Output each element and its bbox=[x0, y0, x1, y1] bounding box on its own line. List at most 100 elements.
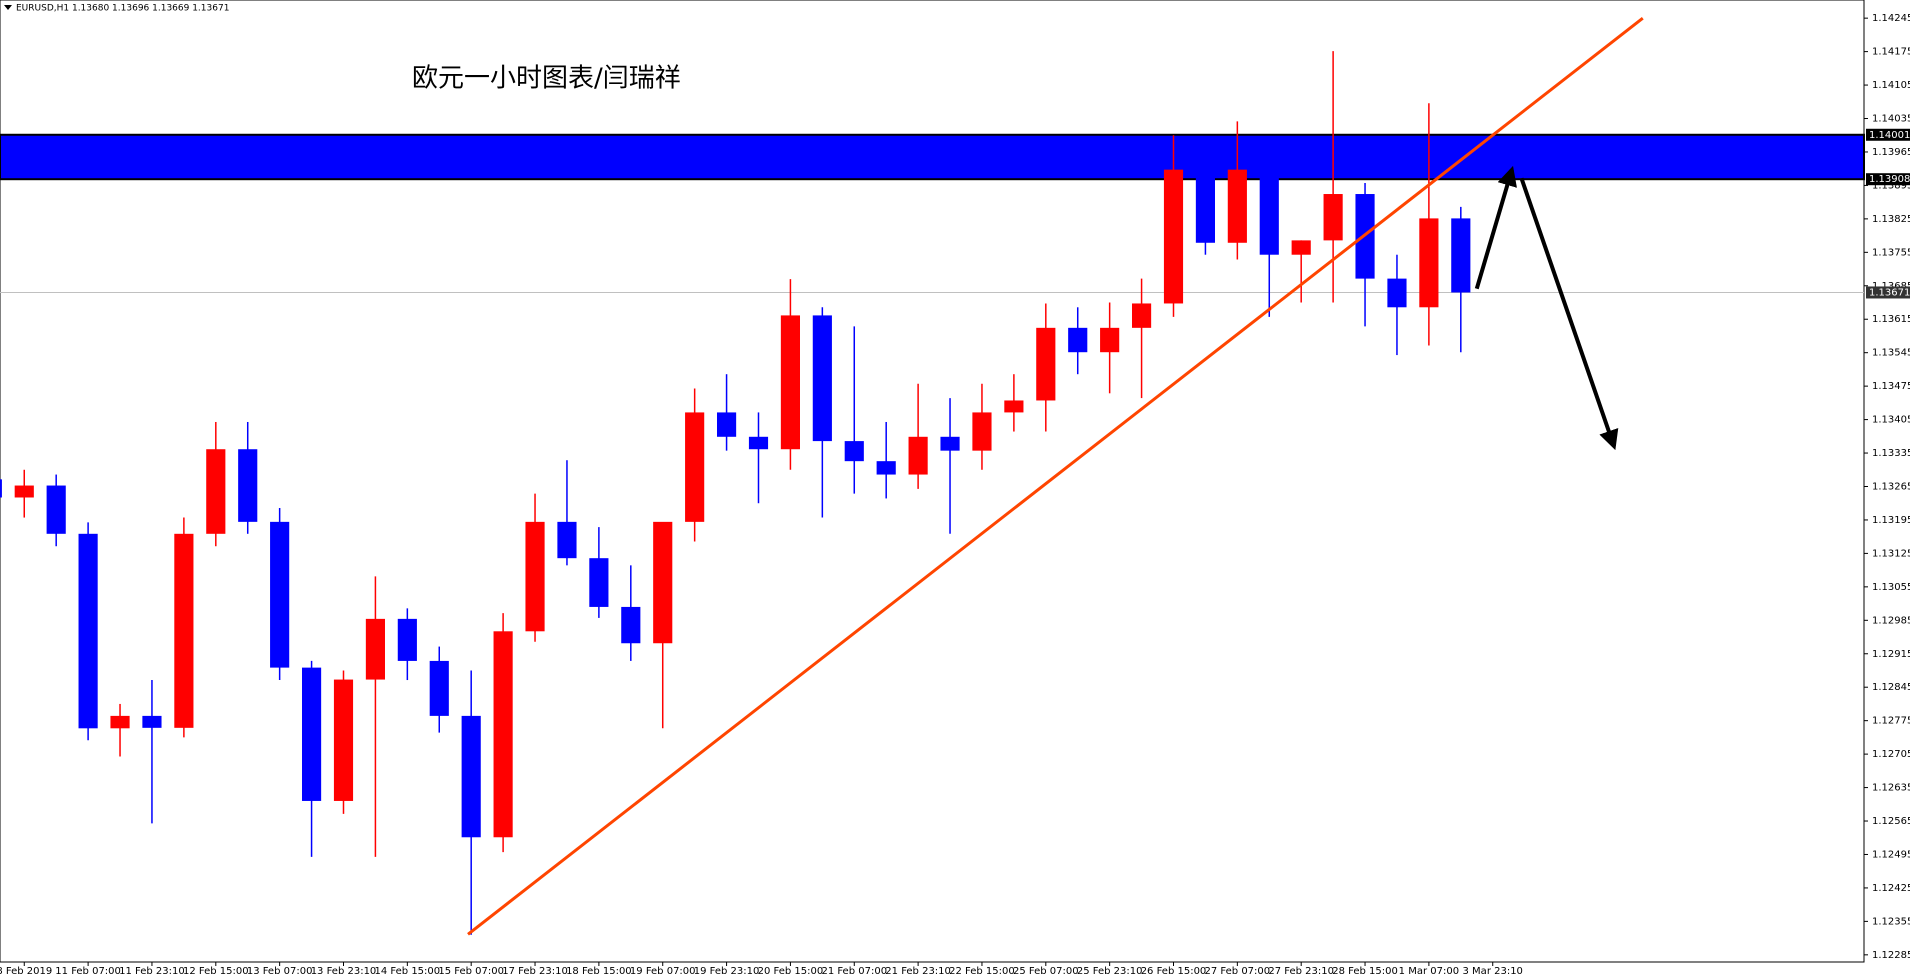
candle-body bbox=[206, 449, 226, 534]
candle-body bbox=[908, 436, 928, 475]
y-tick-label: 1.14105 bbox=[1872, 80, 1910, 91]
x-tick-label: 13 Feb 07:00 bbox=[247, 966, 313, 977]
y-tick-label: 1.14035 bbox=[1872, 114, 1910, 125]
x-tick-label: 3 Mar 23:10 bbox=[1463, 966, 1523, 977]
y-tick-label: 1.12425 bbox=[1872, 883, 1910, 894]
candle-body bbox=[1451, 218, 1471, 293]
x-tick-label: 13 Feb 23:10 bbox=[311, 966, 377, 977]
candle-body bbox=[301, 667, 322, 801]
y-tick-label: 1.13195 bbox=[1872, 515, 1910, 526]
y-tick-label: 1.13965 bbox=[1872, 147, 1910, 158]
x-tick-label: 8 Feb 2019 bbox=[0, 966, 52, 977]
y-tick-label: 1.14245 bbox=[1872, 13, 1910, 24]
x-tick-label: 11 Feb 07:00 bbox=[55, 966, 121, 977]
candle-body bbox=[238, 449, 258, 522]
candle-body bbox=[1163, 169, 1184, 304]
candle-body bbox=[653, 521, 673, 644]
y-tick-label: 1.13825 bbox=[1872, 214, 1910, 225]
candle-body bbox=[716, 412, 737, 437]
y-tick-label: 1.13405 bbox=[1872, 415, 1910, 426]
zone bbox=[0, 133, 1865, 181]
y-tick-label: 1.13265 bbox=[1872, 481, 1910, 492]
y-tick-label: 1.13685 bbox=[1872, 281, 1910, 292]
menu-icon bbox=[4, 5, 12, 10]
price-tag bbox=[1866, 286, 1910, 299]
candle-body bbox=[780, 315, 800, 450]
candle-body bbox=[333, 679, 354, 801]
y-tick-label: 1.13055 bbox=[1872, 582, 1910, 593]
candle-body bbox=[78, 533, 98, 729]
candle-body bbox=[621, 606, 641, 644]
y-tick-label: 1.13125 bbox=[1872, 548, 1910, 559]
x-tick-label: 14 Feb 15:00 bbox=[375, 966, 441, 977]
candle-body bbox=[812, 315, 832, 442]
candle-body bbox=[0, 479, 2, 498]
candle-body bbox=[429, 660, 449, 716]
candle-body bbox=[1387, 278, 1407, 308]
x-tick-label: 19 Feb 07:00 bbox=[630, 966, 696, 977]
x-tick-label: 18 Feb 15:00 bbox=[566, 966, 632, 977]
candle-body bbox=[1291, 240, 1311, 255]
candle-body bbox=[1068, 327, 1088, 353]
x-tick-label: 28 Feb 15:00 bbox=[1332, 966, 1398, 977]
y-tick-label: 1.13755 bbox=[1872, 247, 1910, 258]
x-tick-label: 27 Feb 07:00 bbox=[1205, 966, 1271, 977]
y-tick-label: 1.13335 bbox=[1872, 448, 1910, 459]
y-tick-label: 1.13895 bbox=[1872, 180, 1910, 191]
y-tick-label: 1.12565 bbox=[1872, 816, 1910, 827]
candle-body bbox=[1131, 303, 1152, 328]
candle-body bbox=[110, 715, 130, 729]
y-tick-label: 1.13545 bbox=[1872, 348, 1910, 359]
y-tick-label: 1.12845 bbox=[1872, 682, 1910, 693]
candle-body bbox=[365, 618, 385, 680]
x-tick-label: 22 Feb 15:00 bbox=[949, 966, 1015, 977]
candle-body bbox=[876, 461, 896, 475]
price-tag-label: 1.13671 bbox=[1869, 287, 1910, 298]
candle-body bbox=[46, 485, 66, 534]
candle-body bbox=[1100, 327, 1120, 353]
candle-body bbox=[174, 533, 194, 728]
price-tag bbox=[1866, 128, 1910, 141]
y-tick-label: 1.12355 bbox=[1872, 916, 1910, 927]
y-tick-label: 1.12985 bbox=[1872, 615, 1910, 626]
y-tick-label: 1.13475 bbox=[1872, 381, 1910, 392]
arrow bbox=[1519, 177, 1619, 451]
price-tag-label: 1.13908 bbox=[1869, 174, 1910, 185]
candle-body bbox=[525, 521, 545, 632]
x-tick-label: 17 Feb 23:10 bbox=[502, 966, 568, 977]
candle-body bbox=[557, 521, 577, 559]
x-tick-label: 19 Feb 23:10 bbox=[694, 966, 760, 977]
candle-body bbox=[685, 412, 705, 522]
trendline bbox=[467, 16, 1644, 936]
candle-body bbox=[589, 558, 609, 607]
x-tick-label: 25 Feb 07:00 bbox=[1013, 966, 1079, 977]
candle-body bbox=[1036, 327, 1056, 401]
x-tick-label: 11 Feb 23:10 bbox=[119, 966, 185, 977]
candle-body bbox=[493, 631, 513, 838]
symbol-header: EURUSD,H1 1.13680 1.13696 1.13669 1.1367… bbox=[16, 4, 229, 14]
x-tick-label: 21 Feb 23:10 bbox=[885, 966, 951, 977]
candle-body bbox=[1227, 169, 1247, 243]
x-tick-label: 21 Feb 07:00 bbox=[821, 966, 887, 977]
candle-body bbox=[1004, 400, 1024, 413]
x-tick-label: 25 Feb 23:10 bbox=[1077, 966, 1143, 977]
candle-body bbox=[972, 412, 992, 451]
y-tick-label: 1.12915 bbox=[1872, 649, 1910, 660]
arrow bbox=[1474, 165, 1517, 290]
price-tag-label: 1.14001 bbox=[1869, 130, 1910, 141]
candle-body bbox=[397, 618, 417, 661]
x-tick-label: 20 Feb 15:00 bbox=[758, 966, 824, 977]
y-tick-label: 1.12775 bbox=[1872, 716, 1910, 727]
y-tick-label: 1.12285 bbox=[1872, 950, 1910, 961]
candle-body bbox=[1195, 169, 1215, 243]
x-tick-label: 1 Mar 07:00 bbox=[1399, 966, 1459, 977]
y-tick-label: 1.14175 bbox=[1872, 47, 1910, 58]
candle-body bbox=[270, 521, 290, 668]
x-tick-label: 27 Feb 23:10 bbox=[1268, 966, 1334, 977]
y-tick-label: 1.12635 bbox=[1872, 783, 1910, 794]
candle-body bbox=[1259, 169, 1279, 255]
candle-body bbox=[844, 441, 864, 462]
y-tick-label: 1.12495 bbox=[1872, 849, 1910, 860]
